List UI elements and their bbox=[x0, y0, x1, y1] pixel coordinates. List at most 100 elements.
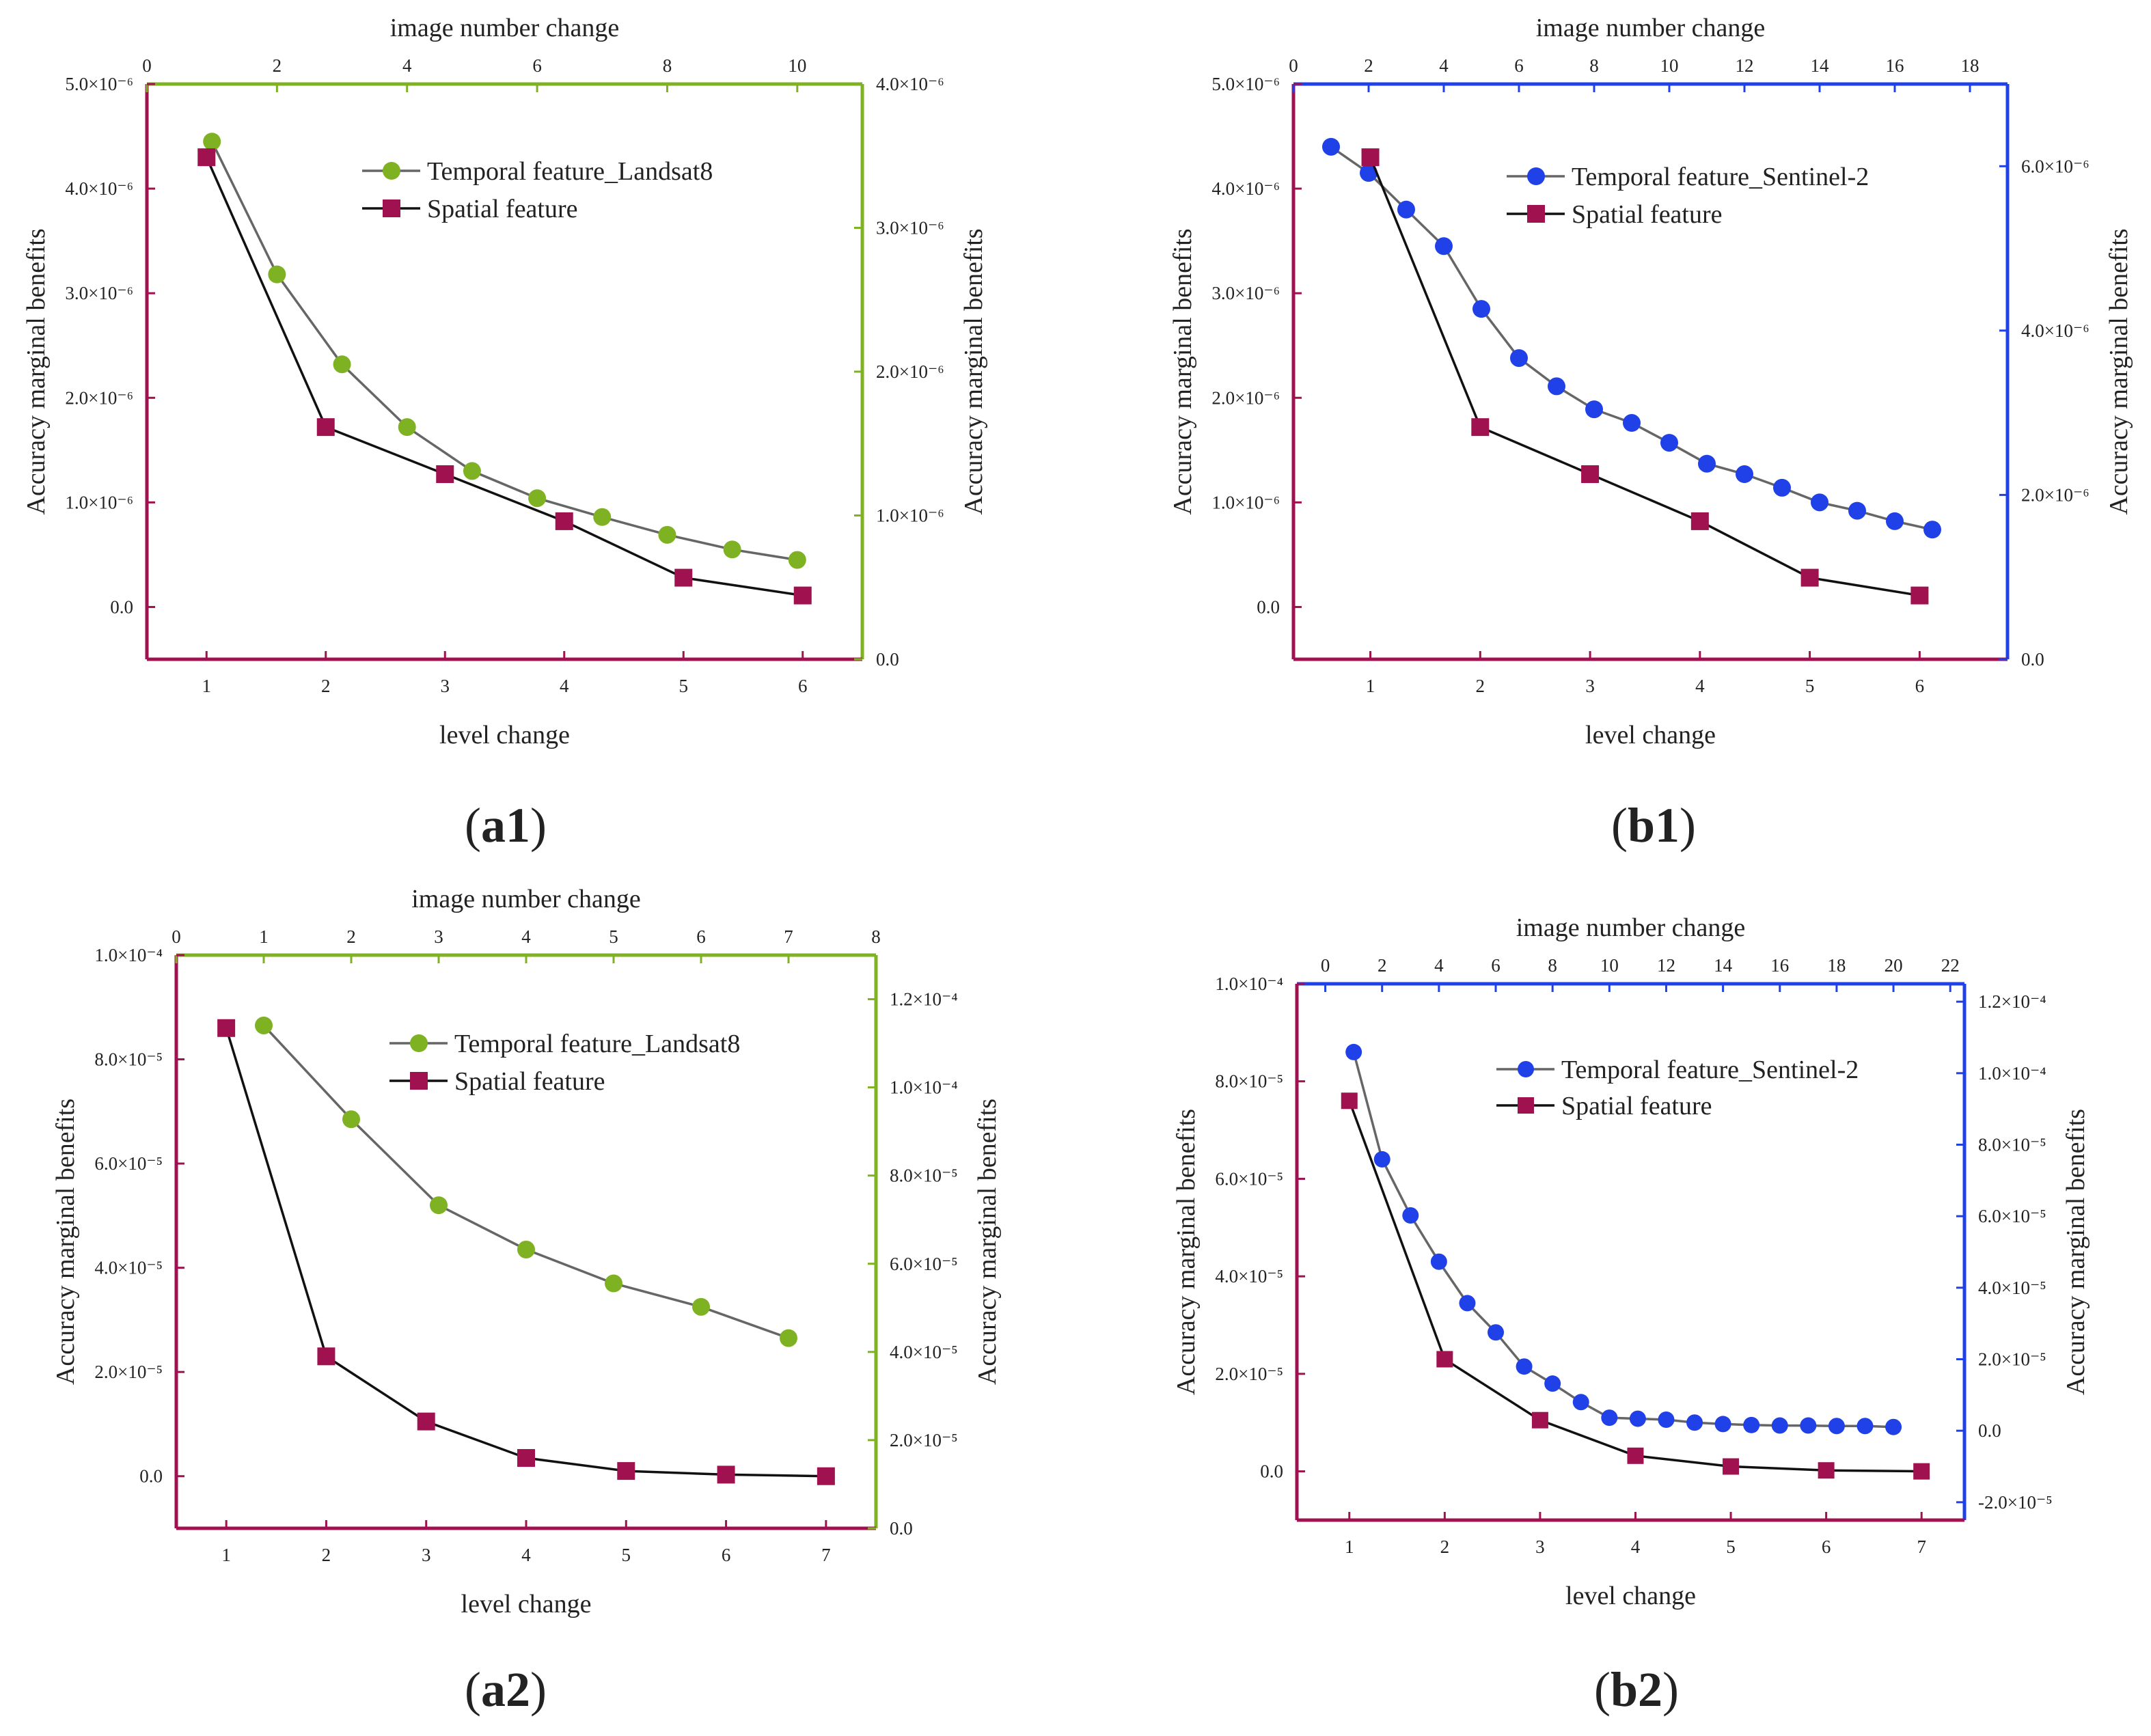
top-tick-label: 12 bbox=[1736, 55, 1754, 76]
right-tick-label: 0.0 bbox=[876, 649, 899, 670]
temporal-point bbox=[605, 1274, 622, 1293]
top-tick-label: 8 bbox=[1589, 55, 1599, 76]
top-tick-label: 4 bbox=[1439, 55, 1449, 76]
caption-label: a2 bbox=[481, 1662, 530, 1717]
right-tick-label: 2.0×10⁻⁶ bbox=[876, 361, 944, 382]
right-tick-label: 8.0×10⁻⁵ bbox=[890, 1166, 958, 1186]
spatial-point bbox=[717, 1465, 735, 1484]
bottom-tick-label: 3 bbox=[1535, 1537, 1545, 1557]
temporal-point bbox=[1488, 1324, 1505, 1341]
top-tick-label: 16 bbox=[1770, 955, 1789, 976]
caption-label: b1 bbox=[1628, 798, 1680, 853]
temporal-point bbox=[1572, 1394, 1589, 1411]
right-tick-label: 1.0×10⁻⁴ bbox=[890, 1077, 958, 1098]
left-tick-label: 1.0×10⁻⁴ bbox=[1215, 974, 1283, 994]
left-tick-label: 4.0×10⁻⁵ bbox=[1215, 1266, 1283, 1286]
legend-marker-circle bbox=[383, 162, 400, 180]
right-tick-label: 4.0×10⁻⁵ bbox=[1978, 1278, 2046, 1298]
bottom-tick-label: 3 bbox=[441, 676, 450, 696]
spatial-point bbox=[1436, 1351, 1453, 1368]
top-tick-label: 6 bbox=[696, 926, 706, 947]
right-tick-label: 2.0×10⁻⁵ bbox=[890, 1430, 958, 1450]
top-tick-label: 14 bbox=[1811, 55, 1830, 76]
spatial-point bbox=[817, 1467, 835, 1485]
spatial-point bbox=[555, 512, 573, 530]
left-tick-label: 3.0×10⁻⁶ bbox=[1211, 283, 1280, 303]
caption-open: ( bbox=[465, 1662, 481, 1717]
temporal-point bbox=[1828, 1418, 1845, 1435]
temporal-point bbox=[1345, 1043, 1362, 1060]
legend-marker-square bbox=[383, 199, 400, 217]
top-tick-label: 6 bbox=[1514, 55, 1524, 76]
top-tick-label: 12 bbox=[1657, 955, 1675, 976]
top-tick-label: 2 bbox=[1364, 55, 1373, 76]
bottom-tick-label: 2 bbox=[1440, 1537, 1450, 1557]
right-tick-label: 6.0×10⁻⁵ bbox=[890, 1254, 958, 1274]
temporal-point bbox=[1516, 1358, 1533, 1375]
left-axis-title: Accuracy marginal benefits bbox=[1172, 1109, 1201, 1395]
top-tick-label: 0 bbox=[142, 55, 152, 76]
top-tick-label: 18 bbox=[1827, 955, 1846, 976]
temporal-point bbox=[1857, 1418, 1874, 1435]
temporal-point bbox=[1585, 400, 1603, 419]
right-tick-label: 0.0 bbox=[890, 1518, 913, 1539]
caption-close: ) bbox=[1662, 1662, 1679, 1717]
temporal-point bbox=[1773, 478, 1791, 497]
bottom-tick-label: 2 bbox=[321, 676, 331, 696]
temporal-point bbox=[1402, 1207, 1419, 1224]
caption-open: ( bbox=[465, 798, 481, 853]
temporal-point bbox=[1459, 1295, 1476, 1312]
temporal-point bbox=[255, 1016, 273, 1034]
legend-marker-circle bbox=[1518, 1061, 1534, 1077]
spatial-point bbox=[1341, 1092, 1358, 1110]
right-tick-label: 1.0×10⁻⁶ bbox=[876, 506, 944, 526]
spatial-point bbox=[1531, 1411, 1548, 1429]
right-tick-label: 3.0×10⁻⁶ bbox=[876, 218, 944, 238]
top-tick-label: 7 bbox=[784, 926, 793, 947]
temporal-point bbox=[1885, 1418, 1902, 1435]
temporal-point bbox=[723, 540, 741, 559]
bottom-tick-label: 5 bbox=[679, 676, 689, 696]
left-tick-label: 8.0×10⁻⁵ bbox=[1215, 1071, 1283, 1092]
top-tick-label: 10 bbox=[1600, 955, 1619, 976]
left-axis-title: Accuracy marginal benefits bbox=[51, 1099, 80, 1385]
temporal-point bbox=[1660, 434, 1678, 452]
temporal-point bbox=[398, 418, 416, 437]
spatial-point bbox=[1913, 1463, 1930, 1480]
temporal-point bbox=[1698, 454, 1716, 473]
temporal-point bbox=[780, 1329, 797, 1347]
bottom-tick-label: 1 bbox=[1345, 1537, 1354, 1557]
temporal-point bbox=[1658, 1411, 1675, 1428]
chart-a1: 0 2 4 6 8 10 image number change 1 2 3 4 5 6 level ch… bbox=[22, 14, 988, 853]
top-tick-label: 0 bbox=[1289, 55, 1298, 76]
bottom-axis-title: level change bbox=[1565, 1582, 1696, 1610]
spatial-point bbox=[1818, 1462, 1835, 1479]
temporal-point bbox=[333, 355, 351, 374]
temporal-point bbox=[1397, 200, 1415, 219]
chart-a2: 0 1 2 3 4 5 6 7 8 image number change 1 2 3 4 5 6 7 level… bbox=[51, 885, 1002, 1717]
temporal-point bbox=[1623, 414, 1641, 432]
spatial-point bbox=[1723, 1458, 1740, 1475]
left-tick-label: 2.0×10⁻⁶ bbox=[65, 387, 133, 408]
right-tick-label: 0.0 bbox=[1978, 1420, 2001, 1441]
top-tick-label: 2 bbox=[346, 926, 356, 947]
spatial-point bbox=[316, 418, 335, 437]
left-tick-label: 2.0×10⁻⁶ bbox=[1211, 387, 1280, 408]
right-tick-label: 4.0×10⁻⁶ bbox=[876, 74, 944, 94]
legend-label: Spatial feature bbox=[427, 195, 578, 223]
top-tick-label: 8 bbox=[1548, 955, 1557, 976]
spatial-point bbox=[1910, 586, 1929, 605]
temporal-point bbox=[1544, 1375, 1561, 1392]
left-tick-label: 4.0×10⁻⁶ bbox=[65, 178, 133, 199]
bottom-tick-label: 6 bbox=[798, 676, 808, 696]
caption-label: a1 bbox=[481, 798, 530, 853]
legend-marker-circle bbox=[1527, 167, 1545, 185]
bottom-axis-title: level change bbox=[461, 1590, 592, 1618]
left-tick-label: 0.0 bbox=[139, 1466, 163, 1487]
spatial-point bbox=[793, 586, 812, 605]
top-tick-label: 2 bbox=[1378, 955, 1387, 976]
series-line-spatial bbox=[1369, 156, 1920, 597]
top-axis-title: image number change bbox=[1536, 14, 1766, 42]
